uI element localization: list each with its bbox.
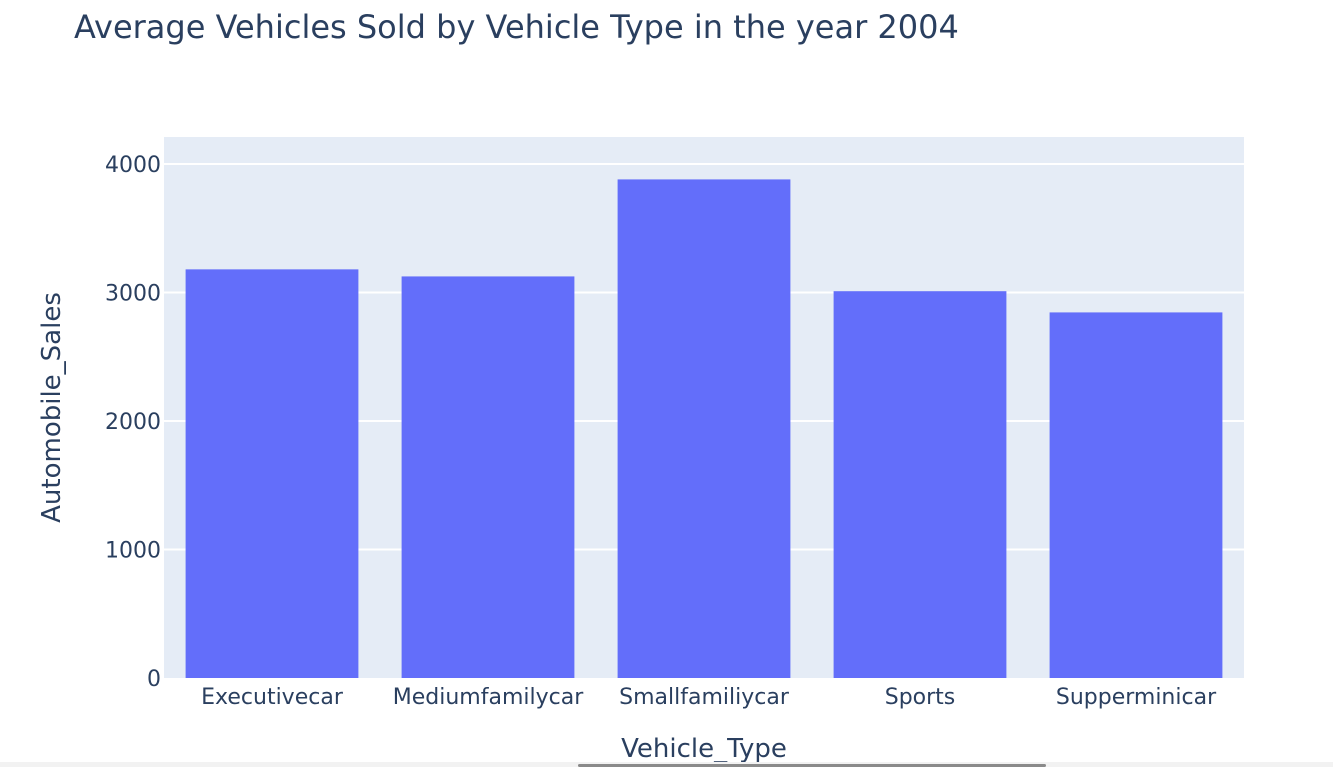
- x-axis-title: Vehicle_Type: [621, 734, 787, 764]
- bar[interactable]: [401, 276, 575, 678]
- x-axis-ticks: Executivecar Mediumfamilycar Smallfamiliyc…: [201, 685, 1217, 710]
- y-tick-label: 4000: [105, 153, 161, 178]
- bar[interactable]: [833, 291, 1007, 678]
- x-tick-label: Sports: [885, 685, 956, 710]
- x-tick-label: Smallfamiliycar: [619, 685, 790, 710]
- x-tick-label: Mediumfamilycar: [393, 685, 584, 710]
- y-tick-label: 1000: [105, 538, 161, 563]
- x-tick-label: Supperminicar: [1056, 685, 1217, 710]
- y-axis-title: Automobile_Sales: [37, 292, 67, 523]
- chart-title: Average Vehicles Sold by Vehicle Type in…: [74, 8, 959, 46]
- horizontal-scrollbar-thumb[interactable]: [578, 764, 1046, 767]
- bar[interactable]: [1049, 312, 1223, 678]
- y-axis-ticks: 0 1000 2000 3000 4000: [105, 153, 161, 692]
- y-tick-label: 3000: [105, 281, 161, 306]
- y-tick-label: 2000: [105, 410, 161, 435]
- bar[interactable]: [617, 179, 791, 678]
- bars: [185, 179, 1223, 678]
- y-tick-label: 0: [147, 667, 161, 692]
- bar[interactable]: [185, 269, 359, 678]
- x-tick-label: Executivecar: [201, 685, 344, 710]
